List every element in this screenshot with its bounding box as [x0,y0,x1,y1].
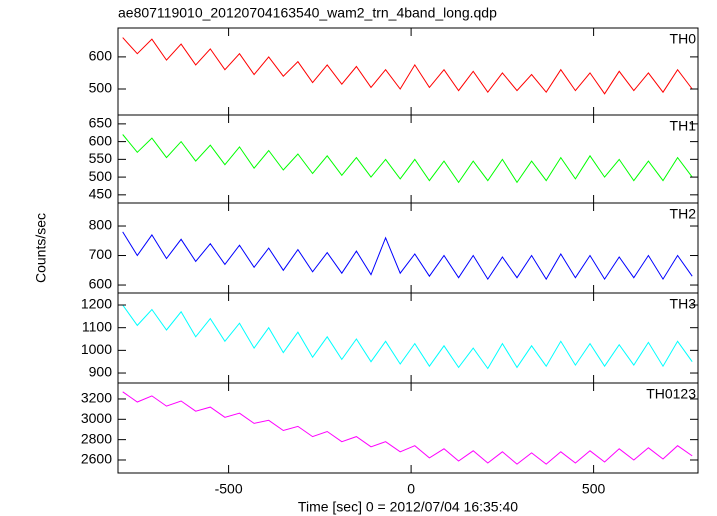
y-tick-label: 1100 [82,318,112,334]
y-tick-label: 1000 [81,341,112,357]
y-tick-label: 700 [89,246,113,262]
plot-frame [117,114,699,204]
data-line [122,391,693,465]
y-tick-label: 800 [89,217,113,233]
y-tick-label: 2800 [81,430,112,446]
y-tick-label: 500 [89,168,113,184]
y-tick-label: 1200 [81,296,112,312]
legend-label: TH0 [670,31,697,47]
y-tick-label: 650 [89,115,113,131]
y-tick-label: 3200 [81,390,112,406]
data-line [122,231,693,281]
x-tick-label: 500 [582,481,606,497]
data-line [122,37,693,95]
x-axis-label: Time [sec] 0 = 2012/07/04 16:35:40 [298,499,518,515]
y-tick-label: 3000 [81,410,112,426]
plot-frame [117,202,699,294]
y-tick-label: 550 [89,150,113,166]
y-tick-label: 600 [89,276,113,292]
y-tick-label: 2600 [81,451,112,467]
legend-label: TH2 [670,206,697,222]
legend-label: TH0123 [646,386,696,402]
legend-label: TH1 [670,118,697,134]
data-line [122,304,693,370]
y-tick-label: 900 [89,364,113,380]
plot-frame [117,27,699,116]
data-line [122,134,693,184]
plot-frame [117,382,699,474]
y-tick-label: 600 [89,132,113,148]
y-tick-label: 450 [89,186,113,202]
x-tick-label: 0 [407,481,415,497]
chart-title: ae807119010_20120704163540_wam2_trn_4ban… [118,5,497,21]
plot-frame [117,292,699,384]
y-axis-label: Counts/sec [33,213,49,283]
x-tick-label: -500 [215,481,243,497]
y-tick-label: 500 [89,80,113,96]
legend-label: TH3 [670,296,697,312]
y-tick-label: 600 [89,48,113,64]
